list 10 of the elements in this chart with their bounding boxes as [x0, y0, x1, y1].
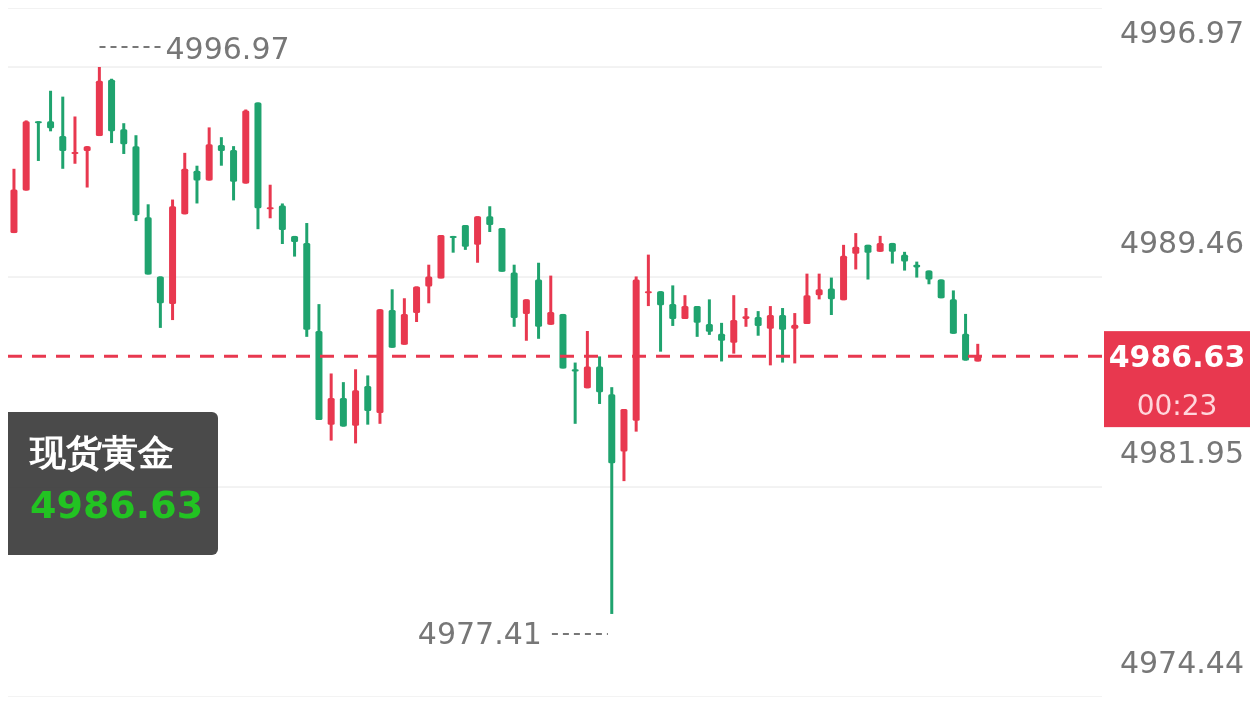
y-tick-label: 4989.46 [1119, 225, 1244, 260]
ref-line-label: 4986.63 [1108, 339, 1246, 375]
annotation: 4996.97 [165, 31, 290, 66]
annotation: 4977.41 [417, 615, 542, 651]
y-tick-label: 4996.97 [1119, 15, 1244, 50]
y-tick-label: 4981.95 [1119, 435, 1244, 470]
text: 现货黄金 [30, 431, 175, 475]
text: 4986.63 [30, 482, 205, 529]
text: 00:23 [1136, 389, 1218, 423]
y-tick-label: 4974.44 [1119, 645, 1244, 680]
